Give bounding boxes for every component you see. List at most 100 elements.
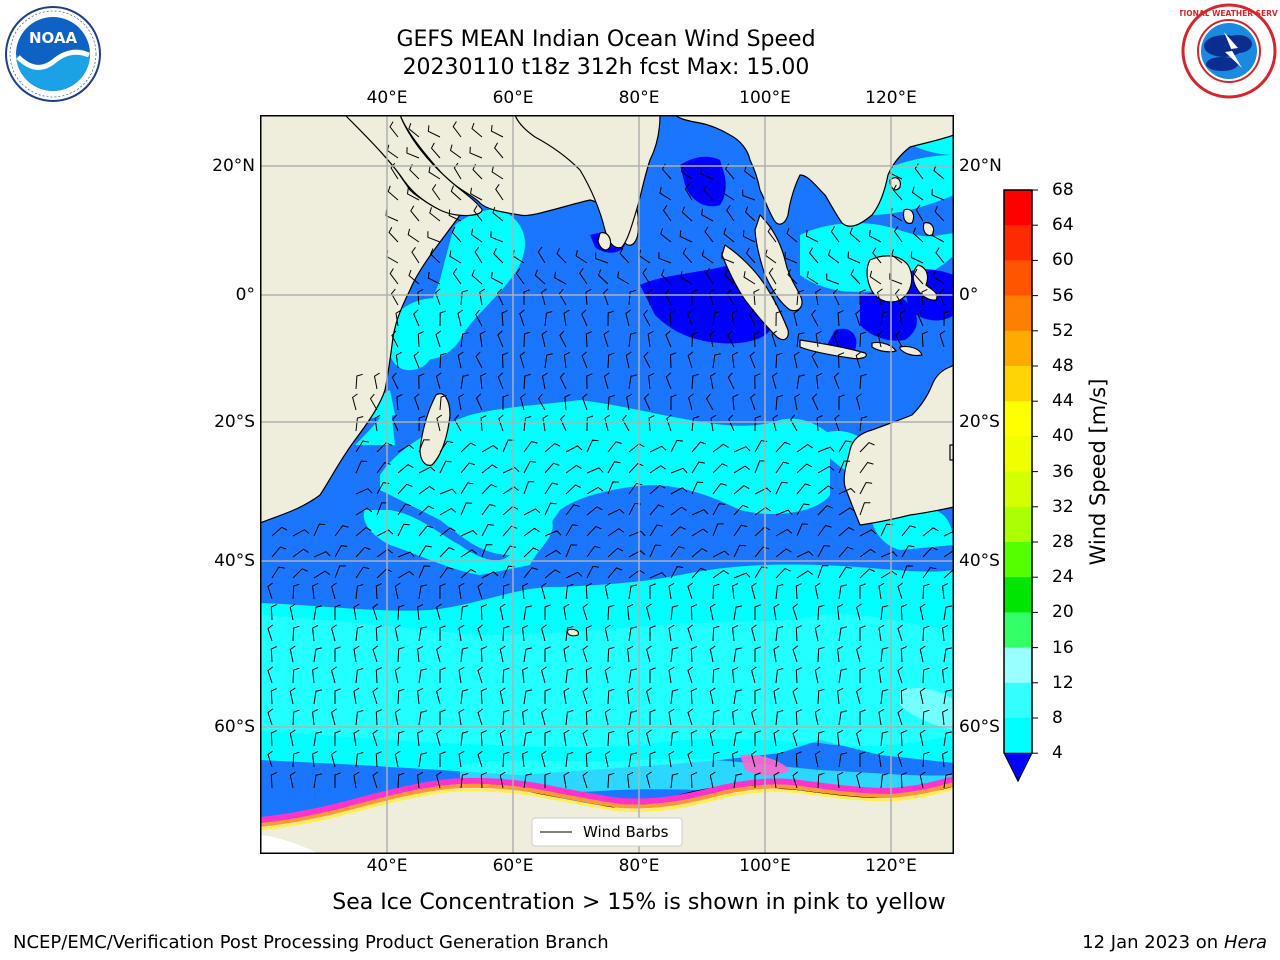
wind-barb (375, 751, 382, 768)
wind-barb (292, 751, 300, 768)
wind-barb (712, 311, 721, 327)
wind-barb (413, 309, 420, 327)
wind-barb (498, 414, 504, 432)
wind-barb (439, 352, 447, 369)
wind-barb (869, 270, 882, 285)
wind-barb (313, 551, 331, 558)
wind-barb (439, 547, 455, 558)
wind-barb (375, 583, 382, 600)
wind-barb (452, 268, 462, 285)
wind-barb (585, 583, 592, 600)
wind-barb (814, 750, 821, 768)
wind-barb (775, 352, 783, 369)
wind-barb (712, 583, 720, 600)
wind-barb (628, 530, 646, 537)
wind-barb (481, 571, 499, 579)
wind-barb (649, 445, 667, 453)
wind-barb (872, 247, 882, 264)
wind-barb (429, 207, 441, 222)
wind-barb (646, 603, 652, 621)
wind-barb (837, 310, 844, 327)
wind-barb (665, 372, 672, 390)
wind-barb (754, 373, 761, 390)
wind-barb (312, 708, 319, 726)
wind-barb (523, 567, 538, 579)
lon-label-top: 40°E (366, 88, 408, 108)
wind-barb (439, 310, 447, 327)
wind-barb (939, 330, 946, 348)
nws-ring-text: NATIONAL WEATHER SERVICE (1180, 9, 1278, 18)
wind-barb (471, 122, 483, 138)
footer-left: NCEP/EMC/Verification Post Processing Pr… (13, 932, 609, 953)
wind-barb (768, 267, 777, 285)
wind-barb (922, 625, 930, 642)
wind-barb (922, 667, 930, 684)
colorbar-segment (1004, 682, 1032, 719)
wind-barb (355, 460, 368, 474)
wind-barb (668, 666, 675, 684)
wind-barb (859, 529, 877, 537)
wind-barb (731, 309, 738, 327)
wind-barb (775, 568, 791, 579)
wind-speed-map[interactable]: Wind Barbs (260, 115, 954, 854)
wind-barb (943, 731, 953, 747)
colorbar-tick-label: 48 (1052, 356, 1074, 376)
wind-barb (387, 185, 399, 201)
wind-barb (837, 603, 844, 621)
wind-barb (334, 730, 341, 746)
wind-barb (575, 249, 588, 264)
colorbar-segment (1004, 401, 1032, 437)
wind-barb (808, 247, 819, 264)
wind-barb (519, 351, 526, 369)
wind-barb (658, 252, 672, 264)
wind-barb (397, 444, 415, 453)
wind-barb (582, 645, 589, 663)
wind-barb (493, 142, 504, 159)
wind-barb (850, 268, 861, 285)
wind-barb (690, 730, 697, 747)
wind-barb (893, 226, 903, 243)
colorbar-tick-label: 36 (1052, 461, 1074, 482)
wind-barb (595, 252, 609, 264)
lon-label-top: 80°E (618, 88, 660, 108)
wind-barb (502, 439, 515, 453)
wind-barb (458, 582, 465, 600)
wind-barb (691, 416, 700, 432)
wind-barb (390, 288, 399, 306)
wind-barb (943, 647, 953, 663)
wind-barb (607, 646, 615, 663)
wind-barb (712, 483, 727, 495)
wind-barb (649, 667, 656, 683)
wind-barb (796, 570, 813, 579)
wind-barb (544, 549, 562, 558)
wind-barb (449, 250, 462, 264)
wind-barb (878, 582, 885, 600)
wind-barb (541, 624, 547, 642)
colorbar-segment (1004, 647, 1032, 684)
wind-barb (922, 546, 938, 558)
wind-barb (565, 710, 574, 726)
wind-barb (889, 273, 903, 285)
wind-barb (418, 626, 428, 642)
wind-barb (684, 183, 693, 201)
wind-barb (499, 645, 506, 663)
wind-barb (691, 331, 699, 348)
wind-barb (523, 508, 541, 516)
wind-barb (670, 487, 688, 495)
footer-right: 12 Jan 2023 on Hera (1082, 932, 1267, 953)
wind-barb (727, 372, 735, 390)
wind-barb (372, 687, 379, 705)
wind-barb (795, 751, 802, 768)
wind-barb (679, 230, 693, 243)
wind-barb (817, 688, 825, 705)
wind-barb (856, 645, 862, 663)
wind-barb (417, 645, 424, 663)
wind-barb (649, 751, 656, 767)
wind-barb (691, 567, 707, 579)
wind-barb (534, 269, 546, 285)
wind-barb (793, 309, 800, 327)
wind-barb (680, 271, 693, 285)
wind-barb (838, 546, 854, 558)
lon-label-top: 60°E (492, 88, 534, 108)
wind-barb (355, 752, 364, 768)
